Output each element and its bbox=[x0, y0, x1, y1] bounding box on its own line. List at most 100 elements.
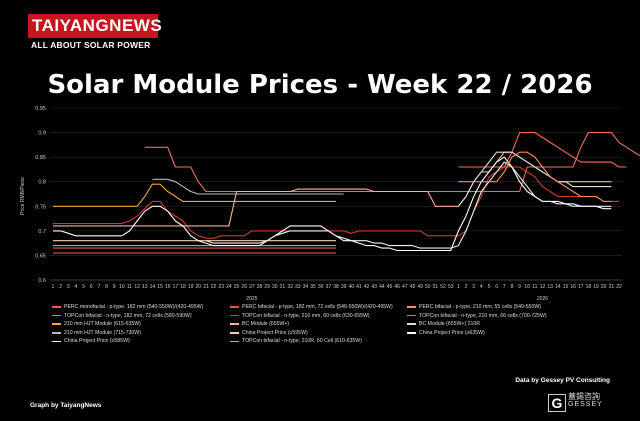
x-tick-label: 2 bbox=[465, 284, 468, 290]
year-label: 2025 bbox=[246, 296, 257, 300]
legend-swatch bbox=[230, 332, 239, 334]
legend-entry: BC Module (655W+) bbox=[230, 321, 289, 327]
x-tick-label: 20 bbox=[196, 284, 202, 290]
x-tick-label: 13 bbox=[142, 284, 148, 290]
series-line-4 bbox=[53, 167, 619, 238]
x-tick-label: 4 bbox=[480, 284, 483, 290]
x-tick-label: 1 bbox=[52, 284, 55, 290]
x-tick-label: 25 bbox=[234, 284, 240, 290]
x-tick-label: 34 bbox=[303, 284, 309, 290]
x-tick-label: 31 bbox=[280, 284, 286, 290]
y-tick-label: 0.85 bbox=[35, 155, 46, 161]
x-tick-label: 29 bbox=[264, 284, 270, 290]
series-line-5 bbox=[458, 133, 626, 167]
x-tick-label: 12 bbox=[540, 284, 546, 290]
x-tick-label: 33 bbox=[295, 284, 301, 290]
x-tick-label: 12 bbox=[134, 284, 140, 290]
legend-label: TOPCon bifacial - n-type, 210 mm, 60 cel… bbox=[242, 313, 370, 319]
x-tick-label: 6 bbox=[495, 284, 498, 290]
price-chart: 0.60.650.70.750.80.850.90.951 2 3 4 5 6 7 8 9 10 1… bbox=[0, 0, 640, 300]
x-tick-label: 11 bbox=[532, 284, 537, 290]
gessey-name: GESSEY bbox=[568, 401, 603, 408]
legend-label: TOPCon bifacial - n-type, 182 mm, 72 cel… bbox=[64, 313, 192, 319]
x-tick-label: 9 bbox=[113, 284, 116, 290]
y-tick-label: 0.8 bbox=[38, 180, 46, 186]
chart-axes: 0.60.650.70.750.80.850.90.951 2 3 4 5 6 7 8 9 10 1… bbox=[35, 106, 622, 300]
x-tick-label: 13 bbox=[547, 284, 553, 290]
x-tick-label: 40 bbox=[349, 284, 355, 290]
chart-series bbox=[53, 133, 640, 253]
x-tick-label: 2 bbox=[59, 284, 62, 290]
gessey-logo: G 蓋錫咨詢 GESSEY bbox=[548, 388, 610, 410]
x-tick-label: 28 bbox=[257, 284, 263, 290]
x-tick-label: 19 bbox=[593, 284, 599, 290]
legend-swatch bbox=[407, 315, 416, 317]
x-tick-label: 23 bbox=[218, 284, 224, 290]
legend-swatch bbox=[52, 306, 61, 308]
x-tick-label: 5 bbox=[488, 284, 491, 290]
x-tick-label: 45 bbox=[387, 284, 393, 290]
x-tick-label: 3 bbox=[472, 284, 475, 290]
legend-entry: TOPCon bifacial - n-type, 210R, 60 Cell … bbox=[230, 338, 362, 344]
x-tick-label: 24 bbox=[226, 284, 232, 290]
legend-entry: China Project Price (≥585W) bbox=[52, 338, 130, 344]
y-tick-label: 0.95 bbox=[35, 106, 46, 112]
legend-label: BC Module (655W+) 210R bbox=[419, 321, 480, 327]
legend-label: China Project Price (≥595W) bbox=[242, 330, 308, 336]
legend-entry: TOPCon bifacial - n-type, 182 mm, 72 cel… bbox=[52, 313, 192, 319]
x-tick-label: 7 bbox=[98, 284, 101, 290]
legend-entry: TOPCon bifacial - n-type, 210 mm, 66 cel… bbox=[407, 313, 547, 319]
legend-label: 210 mm HJT Module (715-730W) bbox=[64, 330, 141, 336]
x-tick-label: 17 bbox=[173, 284, 179, 290]
x-tick-label: 41 bbox=[356, 284, 362, 290]
x-tick-label: 6 bbox=[90, 284, 93, 290]
x-tick-label: 5 bbox=[82, 284, 85, 290]
legend-swatch bbox=[230, 306, 239, 308]
x-tick-label: 4 bbox=[75, 284, 78, 290]
x-tick-label: 32 bbox=[287, 284, 293, 290]
legend-swatch bbox=[407, 306, 416, 308]
x-tick-label: 11 bbox=[127, 284, 132, 290]
year-label: 2026 bbox=[537, 296, 548, 300]
x-tick-label: 48 bbox=[410, 284, 416, 290]
legend-swatch bbox=[52, 315, 61, 317]
legend-swatch bbox=[230, 341, 239, 343]
series-line-8 bbox=[458, 152, 611, 206]
x-tick-label: 18 bbox=[180, 284, 186, 290]
x-tick-label: 43 bbox=[371, 284, 377, 290]
legend-entry: BC Module (655W+) 210R bbox=[407, 321, 480, 327]
legend-entry: PERC bifacial - p-type, 210 mm, 55 cells… bbox=[407, 304, 541, 310]
legend-swatch bbox=[230, 323, 239, 325]
legend-swatch bbox=[52, 332, 61, 334]
x-tick-label: 14 bbox=[150, 284, 156, 290]
legend-label: PERC monofacial - p-type, 182 mm (540-55… bbox=[64, 304, 203, 310]
x-tick-label: 19 bbox=[188, 284, 194, 290]
x-tick-label: 16 bbox=[570, 284, 576, 290]
y-tick-label: 0.75 bbox=[35, 204, 46, 210]
legend-entry: 210 mm HJT Module (615-635W) bbox=[52, 321, 141, 327]
x-tick-label: 15 bbox=[563, 284, 569, 290]
legend-entry: PERC bifacial - p-type, 182 mm, 72 cells… bbox=[230, 304, 393, 310]
legend-label: TOPCon bifacial - n-type, 210R, 60 Cell … bbox=[242, 338, 362, 344]
x-tick-label: 8 bbox=[511, 284, 514, 290]
x-tick-label: 1 bbox=[457, 284, 460, 290]
legend-swatch bbox=[407, 323, 416, 325]
x-tick-label: 18 bbox=[586, 284, 592, 290]
gessey-mark: G bbox=[548, 394, 566, 412]
x-tick-label: 14 bbox=[555, 284, 561, 290]
legend-swatch bbox=[407, 332, 416, 334]
legend-label: BC Module (655W+) bbox=[242, 321, 289, 327]
x-tick-label: 9 bbox=[518, 284, 521, 290]
x-tick-label: 47 bbox=[402, 284, 408, 290]
x-tick-label: 27 bbox=[249, 284, 255, 290]
x-tick-label: 30 bbox=[272, 284, 278, 290]
legend-label: China Project Price (≥635W) bbox=[419, 330, 485, 336]
legend-swatch bbox=[230, 315, 239, 317]
x-tick-label: 22 bbox=[616, 284, 622, 290]
x-tick-label: 3 bbox=[67, 284, 70, 290]
legend-swatch bbox=[52, 341, 61, 343]
y-axis-label: Price RMB/Piece bbox=[20, 177, 26, 215]
series-line-7 bbox=[53, 152, 611, 226]
x-tick-label: 46 bbox=[394, 284, 400, 290]
data-credit: Data by Gessey PV Consulting bbox=[515, 377, 610, 384]
